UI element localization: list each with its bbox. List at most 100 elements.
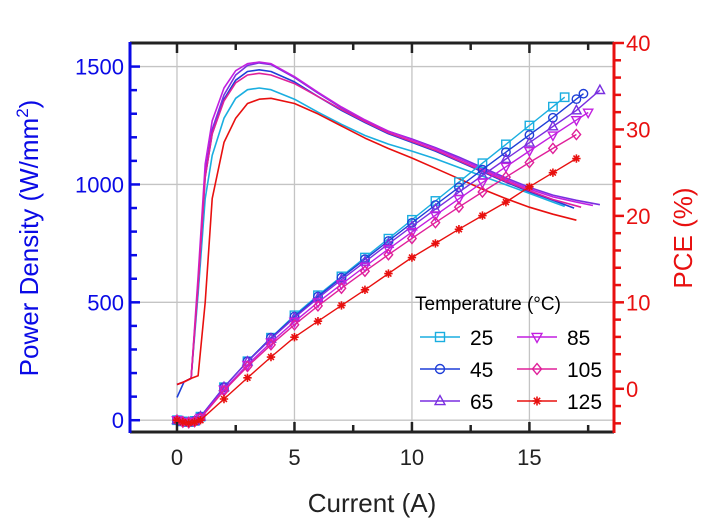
- circle-marker: [434, 363, 446, 375]
- legend-entry-25: 25: [420, 327, 493, 350]
- asterisk-marker: [178, 417, 188, 427]
- asterisk-marker: [454, 225, 464, 234]
- pce-line-45: [176, 69, 575, 398]
- diamond-marker: [265, 338, 277, 351]
- pce-curves: [176, 61, 601, 398]
- diamond-marker: [383, 248, 394, 261]
- triangle-down-marker: [582, 108, 594, 120]
- asterisk-marker: [266, 352, 276, 362]
- diamond-marker: [430, 216, 441, 229]
- left-y-tick-label: 500: [87, 290, 124, 315]
- asterisk-marker: [501, 197, 511, 207]
- legend-entry-85: 85: [517, 327, 590, 350]
- triangle-down-marker: [382, 244, 395, 256]
- circle-marker: [578, 88, 589, 99]
- tick-labels: 0 5 10 15 0 500 1000 1500 0 10 20 30 40: [75, 31, 650, 470]
- asterisk-marker: [219, 394, 229, 404]
- triangle-down-marker: [359, 262, 371, 273]
- triangle-up-marker: [594, 83, 606, 95]
- right-y-tick-label: 20: [626, 204, 650, 229]
- right-y-tick-label: 40: [626, 31, 650, 56]
- triangle-up-marker: [570, 103, 583, 115]
- diamond-marker: [289, 318, 300, 331]
- pce-line-85: [176, 61, 594, 386]
- left-y-axis-label: Power Density (W/mm2): [13, 100, 44, 377]
- left-y-tick-label: 1500: [75, 55, 124, 80]
- triangle-down-marker: [570, 116, 583, 127]
- x-tick-label: 15: [517, 445, 541, 470]
- diamond-marker: [524, 156, 535, 169]
- asterisk-marker: [572, 154, 581, 163]
- triangle-up-marker: [433, 394, 447, 406]
- power-density-line-125: [176, 157, 577, 424]
- asterisk-marker: [478, 211, 487, 220]
- legend: Temperature (°C) 25 45 65 85 105 125: [415, 294, 602, 414]
- diamond-marker: [312, 299, 324, 313]
- triangle-down-marker: [453, 194, 465, 206]
- power-density-line-105: [176, 133, 577, 424]
- triangle-up-marker: [500, 152, 512, 164]
- triangle-down-marker: [476, 178, 489, 190]
- asterisk-marker: [184, 418, 193, 428]
- diamond-marker: [571, 128, 582, 141]
- legend-entry-45: 45: [420, 359, 493, 382]
- pce-line-105: [176, 72, 582, 386]
- legend-entry-125: 125: [517, 391, 602, 414]
- right-y-axis-label: PCE (%): [668, 187, 698, 288]
- square-marker: [477, 158, 488, 169]
- asterisk-marker: [525, 182, 534, 192]
- legend-label: 85: [567, 327, 590, 350]
- triangle-down-marker: [406, 228, 418, 239]
- diamond-marker: [453, 200, 465, 214]
- power-density-line-25: [176, 96, 566, 423]
- diamond-marker: [242, 360, 253, 373]
- diamond-marker: [477, 185, 488, 199]
- power-density-series-105: [171, 128, 582, 429]
- legend-entry-65: 65: [420, 391, 493, 414]
- gridlines: [130, 43, 614, 432]
- legend-title: Temperature (°C): [415, 294, 561, 315]
- legend-entry-105: 105: [517, 359, 602, 382]
- left-y-tick-label: 1000: [75, 172, 124, 197]
- x-axis-label: Current (A): [308, 488, 437, 518]
- asterisk-marker: [360, 285, 370, 295]
- triangle-up-marker: [523, 136, 536, 147]
- power-density-series-25: [172, 92, 570, 427]
- circle-marker: [477, 164, 488, 175]
- asterisk-marker: [290, 333, 299, 342]
- triangle-up-marker: [406, 219, 418, 231]
- diamond-marker: [336, 282, 347, 295]
- diamond-marker: [547, 142, 559, 155]
- diamond-marker: [531, 362, 543, 376]
- left-y-tick-label: 0: [112, 408, 124, 433]
- square-marker: [434, 331, 446, 343]
- circle-marker: [571, 94, 582, 105]
- asterisk-marker: [532, 396, 542, 406]
- asterisk-marker: [172, 416, 182, 425]
- asterisk-marker: [190, 417, 199, 427]
- circle-marker: [524, 130, 535, 140]
- triangle-down-marker: [547, 131, 559, 142]
- diamond-marker: [500, 171, 512, 184]
- legend-label: 25: [470, 327, 493, 350]
- triangle-up-marker: [382, 237, 395, 248]
- right-y-tick-label: 10: [626, 290, 650, 315]
- circle-marker: [501, 147, 511, 158]
- asterisk-marker: [313, 316, 323, 326]
- square-marker: [548, 101, 558, 112]
- axes: [128, 41, 624, 434]
- legend-label: 65: [470, 391, 493, 414]
- power-density-curves: [171, 83, 606, 430]
- square-marker: [559, 92, 570, 103]
- legend-label: 105: [567, 359, 602, 382]
- asterisk-marker: [243, 373, 252, 382]
- diamond-marker: [359, 265, 371, 278]
- x-tick-label: 10: [400, 445, 424, 470]
- x-tick-label: 5: [288, 445, 300, 470]
- triangle-down-marker: [500, 162, 512, 174]
- right-y-tick-label: 30: [626, 117, 650, 142]
- triangle-down-marker: [530, 332, 544, 344]
- legend-label: 125: [567, 391, 602, 414]
- x-tick-label: 0: [171, 445, 183, 470]
